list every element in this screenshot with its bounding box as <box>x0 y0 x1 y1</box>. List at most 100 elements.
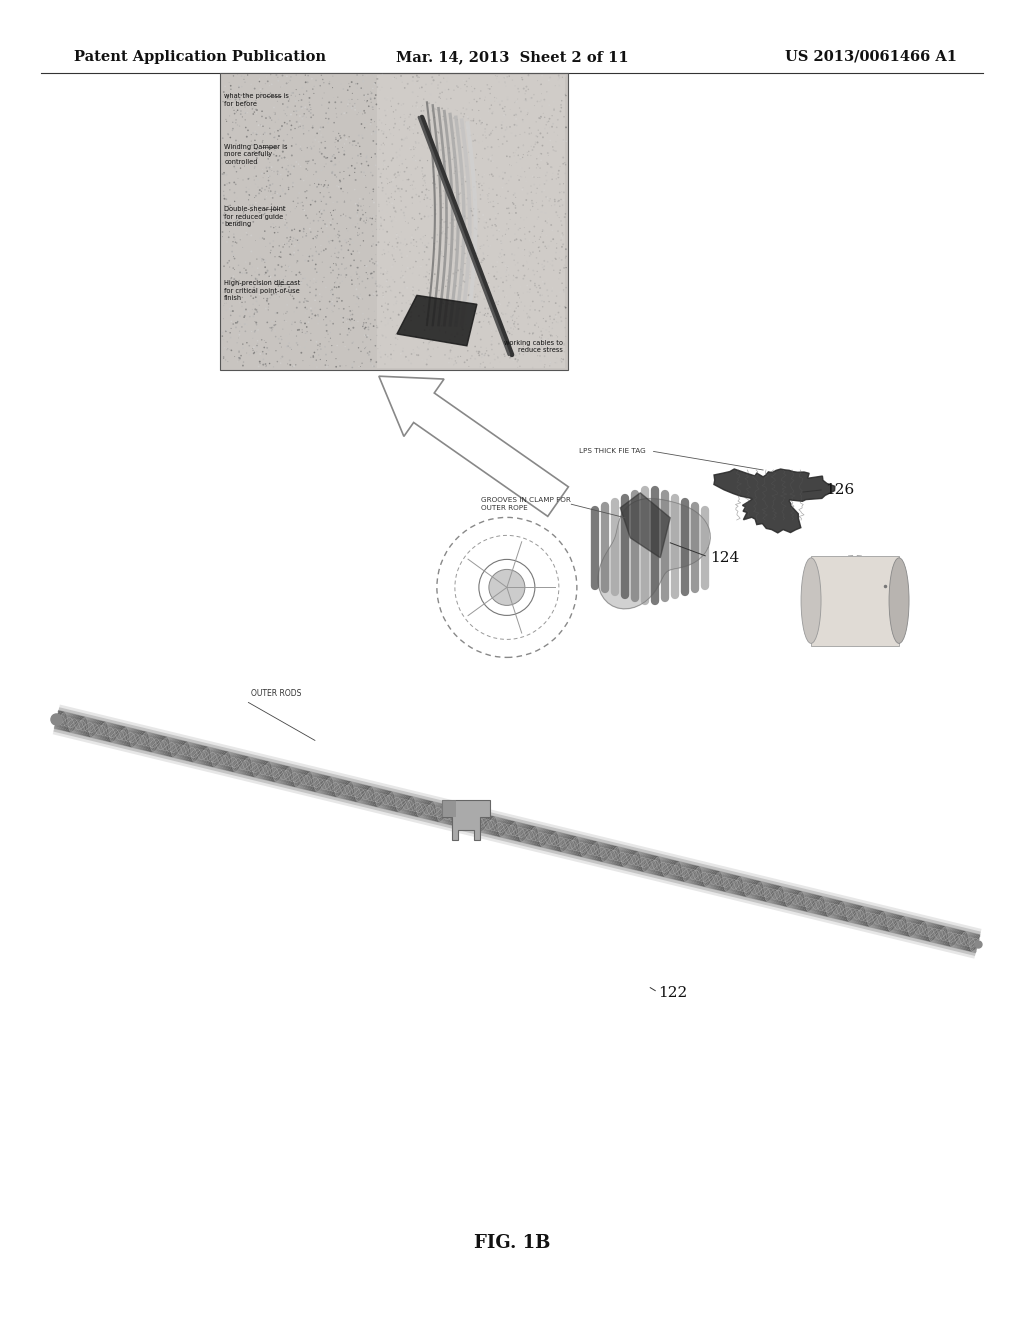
Point <box>237 71 253 92</box>
Point <box>343 243 359 264</box>
Point <box>440 255 457 276</box>
Point <box>253 82 269 103</box>
Point <box>250 145 266 166</box>
Point <box>239 127 255 148</box>
Point <box>278 135 294 156</box>
Point <box>538 319 554 341</box>
Point <box>414 77 430 98</box>
Point <box>249 314 265 335</box>
Point <box>237 66 253 87</box>
Point <box>399 117 416 139</box>
Point <box>462 183 478 205</box>
Point <box>540 285 556 306</box>
Point <box>266 197 283 218</box>
Point <box>358 148 375 169</box>
Point <box>454 183 470 205</box>
Point <box>253 115 269 136</box>
Point <box>371 176 387 197</box>
Point <box>262 181 279 202</box>
Point <box>346 92 362 114</box>
Point <box>522 243 539 264</box>
Point <box>547 191 563 213</box>
Point <box>317 355 334 376</box>
Point <box>282 228 298 249</box>
Point <box>220 123 237 144</box>
Point <box>475 243 492 264</box>
Point <box>332 231 348 252</box>
Point <box>494 232 510 253</box>
Point <box>557 297 573 318</box>
Point <box>426 310 442 331</box>
Point <box>478 341 495 362</box>
Point <box>471 341 487 362</box>
Point <box>251 180 267 201</box>
Point <box>391 178 408 199</box>
Point <box>292 136 308 157</box>
Point <box>349 285 366 306</box>
Point <box>504 203 520 224</box>
Point <box>417 235 433 256</box>
Point <box>471 345 487 366</box>
Point <box>388 224 404 246</box>
Point <box>556 296 572 317</box>
Point <box>429 224 445 246</box>
Point <box>278 312 294 333</box>
Point <box>373 347 389 368</box>
Point <box>416 88 432 110</box>
Point <box>419 236 435 257</box>
Point <box>557 297 573 318</box>
Point <box>459 207 475 228</box>
Point <box>420 150 436 172</box>
Point <box>489 304 506 325</box>
Point <box>494 302 510 323</box>
Point <box>397 228 414 249</box>
Point <box>282 224 298 246</box>
Point <box>492 243 508 264</box>
Point <box>387 114 403 135</box>
Point <box>226 269 243 290</box>
Point <box>263 186 280 207</box>
Point <box>510 296 526 317</box>
Point <box>465 277 481 298</box>
Point <box>519 308 536 329</box>
Point <box>484 120 501 141</box>
Point <box>259 272 275 293</box>
Point <box>281 231 297 252</box>
Point <box>344 88 360 110</box>
Point <box>446 147 463 168</box>
Point <box>318 321 335 342</box>
Point <box>444 125 461 147</box>
Point <box>370 338 386 359</box>
Point <box>463 198 479 219</box>
Point <box>285 172 301 193</box>
Point <box>247 298 263 319</box>
Point <box>265 135 282 156</box>
Point <box>267 181 284 202</box>
Point <box>342 310 358 331</box>
Point <box>357 112 374 133</box>
Point <box>265 183 282 205</box>
Point <box>374 120 390 141</box>
Point <box>263 216 280 238</box>
Point <box>280 124 296 145</box>
Point <box>324 342 340 363</box>
Point <box>275 273 292 294</box>
Point <box>384 310 400 331</box>
Point <box>526 300 543 321</box>
Point <box>434 246 451 267</box>
Point <box>489 292 506 313</box>
Point <box>522 271 539 292</box>
Point <box>309 123 326 144</box>
Point <box>502 231 518 252</box>
Point <box>259 260 275 281</box>
Point <box>488 185 505 206</box>
Point <box>226 259 243 280</box>
Point <box>438 71 455 92</box>
Point <box>374 77 390 98</box>
Point <box>229 168 246 189</box>
Point <box>357 317 374 338</box>
Point <box>260 293 276 314</box>
Text: what the process is
for before: what the process is for before <box>224 94 289 107</box>
Point <box>373 135 389 156</box>
Point <box>468 304 484 325</box>
